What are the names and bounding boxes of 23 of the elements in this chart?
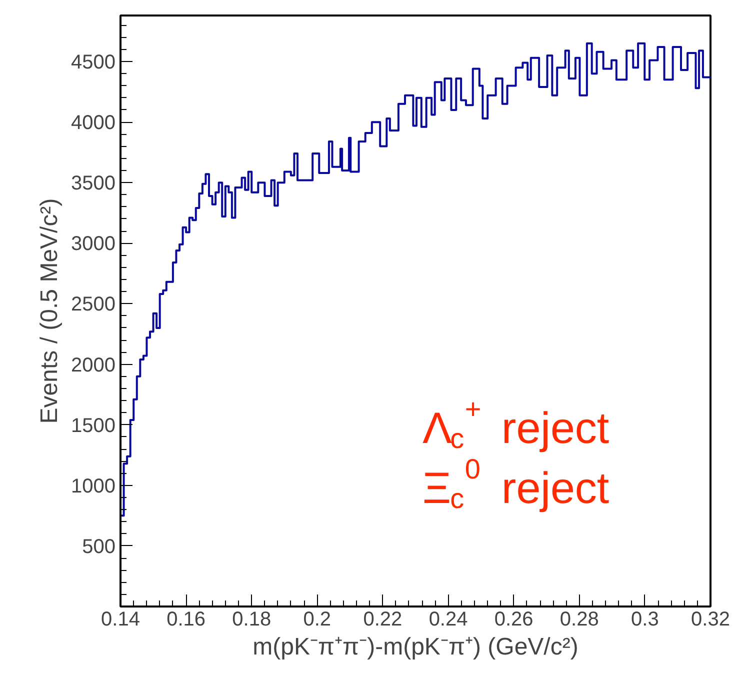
x-tick-label: 0.18 bbox=[232, 608, 272, 630]
y-tick-label: 2500 bbox=[71, 294, 116, 316]
y-tick-label: 3000 bbox=[71, 233, 116, 256]
y-tick-label: 1500 bbox=[71, 414, 116, 437]
x-tick-label: 0.32 bbox=[691, 608, 730, 630]
y-tick-label: 2000 bbox=[71, 354, 116, 376]
y-tick-label: 4000 bbox=[71, 112, 116, 134]
y-tick-label: 1000 bbox=[71, 475, 116, 498]
x-tick-label: 0.2 bbox=[303, 608, 332, 630]
annotation: Ξc0 reject bbox=[422, 454, 610, 514]
x-tick-label: 0.28 bbox=[560, 608, 599, 630]
y-axis-title: Events / (0.5 MeV/c²) bbox=[36, 198, 64, 424]
x-axis-title: m(pK⁻π⁺π⁻)-m(pK⁻π⁺) (GeV/c²) bbox=[252, 634, 578, 660]
x-tick-label: 0.22 bbox=[363, 608, 402, 630]
y-tick-label: 500 bbox=[82, 536, 116, 558]
y-tick-label: 3500 bbox=[71, 172, 116, 195]
x-tick-label: 0.14 bbox=[101, 608, 140, 630]
x-tick-label: 0.26 bbox=[494, 608, 534, 630]
y-tick-label: 4500 bbox=[71, 52, 116, 74]
x-tick-label: 0.24 bbox=[428, 608, 468, 630]
x-tick-label: 0.3 bbox=[631, 608, 659, 630]
annotation: Λc+ reject bbox=[422, 394, 610, 454]
x-tick-label: 0.16 bbox=[166, 608, 206, 630]
